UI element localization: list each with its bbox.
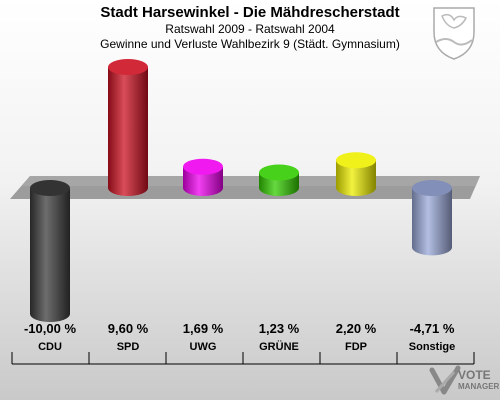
- chart-subtitle: Ratswahl 2009 - Ratswahl 2004: [165, 22, 335, 36]
- bar-top-cap-fdp: [336, 152, 376, 169]
- chart-description: Gewinne und Verluste Wahlbezirk 9 (Städt…: [100, 37, 400, 51]
- bar-sonstige: [412, 180, 452, 256]
- value-label-cdu: -10,00 %: [24, 321, 76, 336]
- bar-gruene: [259, 164, 299, 196]
- bar-body-cdu: [30, 188, 70, 314]
- bar-body-sonstige: [412, 188, 452, 248]
- bar-top-cap-uwg: [183, 158, 223, 175]
- bar-top-cap-cdu: [30, 180, 70, 196]
- bar-top-cap-gruene: [259, 164, 299, 181]
- chart-title: Stadt Harsewinkel - Die Mähdrescherstadt: [100, 4, 400, 21]
- bar-top-cap-spd: [108, 59, 148, 76]
- coat-of-arms-icon: [433, 7, 475, 60]
- bar-bottom-cap-spd: [108, 180, 148, 196]
- value-label-sonstige: -4,71 %: [410, 321, 455, 336]
- watermark-line2: MANAGER: [458, 382, 500, 391]
- bar-bottom-cap-fdp: [336, 180, 376, 196]
- value-label-spd: 9,60 %: [108, 321, 149, 336]
- category-label-spd: SPD: [117, 341, 140, 353]
- bar-bottom-cap-uwg: [183, 180, 223, 196]
- category-label-sonstige: Sonstige: [409, 341, 455, 353]
- category-label-cdu: CDU: [38, 341, 62, 353]
- value-label-uwg: 1,69 %: [183, 321, 224, 336]
- category-label-fdp: FDP: [345, 341, 367, 353]
- bar-bottom-cap-gruene: [259, 180, 299, 196]
- watermark-line1: VOTE: [458, 368, 491, 382]
- bar-body-spd: [108, 67, 148, 188]
- bar-bottom-cap-sonstige: [412, 239, 452, 256]
- vote-manager-logo: VOTE MANAGER: [429, 365, 500, 395]
- bar-top-cap-sonstige: [412, 180, 452, 196]
- chart-titles: Stadt Harsewinkel - Die Mähdrescherstadt…: [0, 4, 500, 52]
- value-label-fdp: 2,20 %: [336, 321, 377, 336]
- zero-plane-highlight: [22, 176, 480, 186]
- category-label-uwg: UWG: [190, 341, 217, 353]
- bar-uwg: [183, 158, 223, 196]
- value-label-gruene: 1,23 %: [259, 321, 300, 336]
- category-label-gruene: GRÜNE: [259, 340, 299, 353]
- bar-spd: [108, 59, 148, 196]
- bar-bottom-cap-cdu: [30, 306, 70, 322]
- bar-fdp: [336, 152, 376, 196]
- bar-cdu: [30, 180, 70, 322]
